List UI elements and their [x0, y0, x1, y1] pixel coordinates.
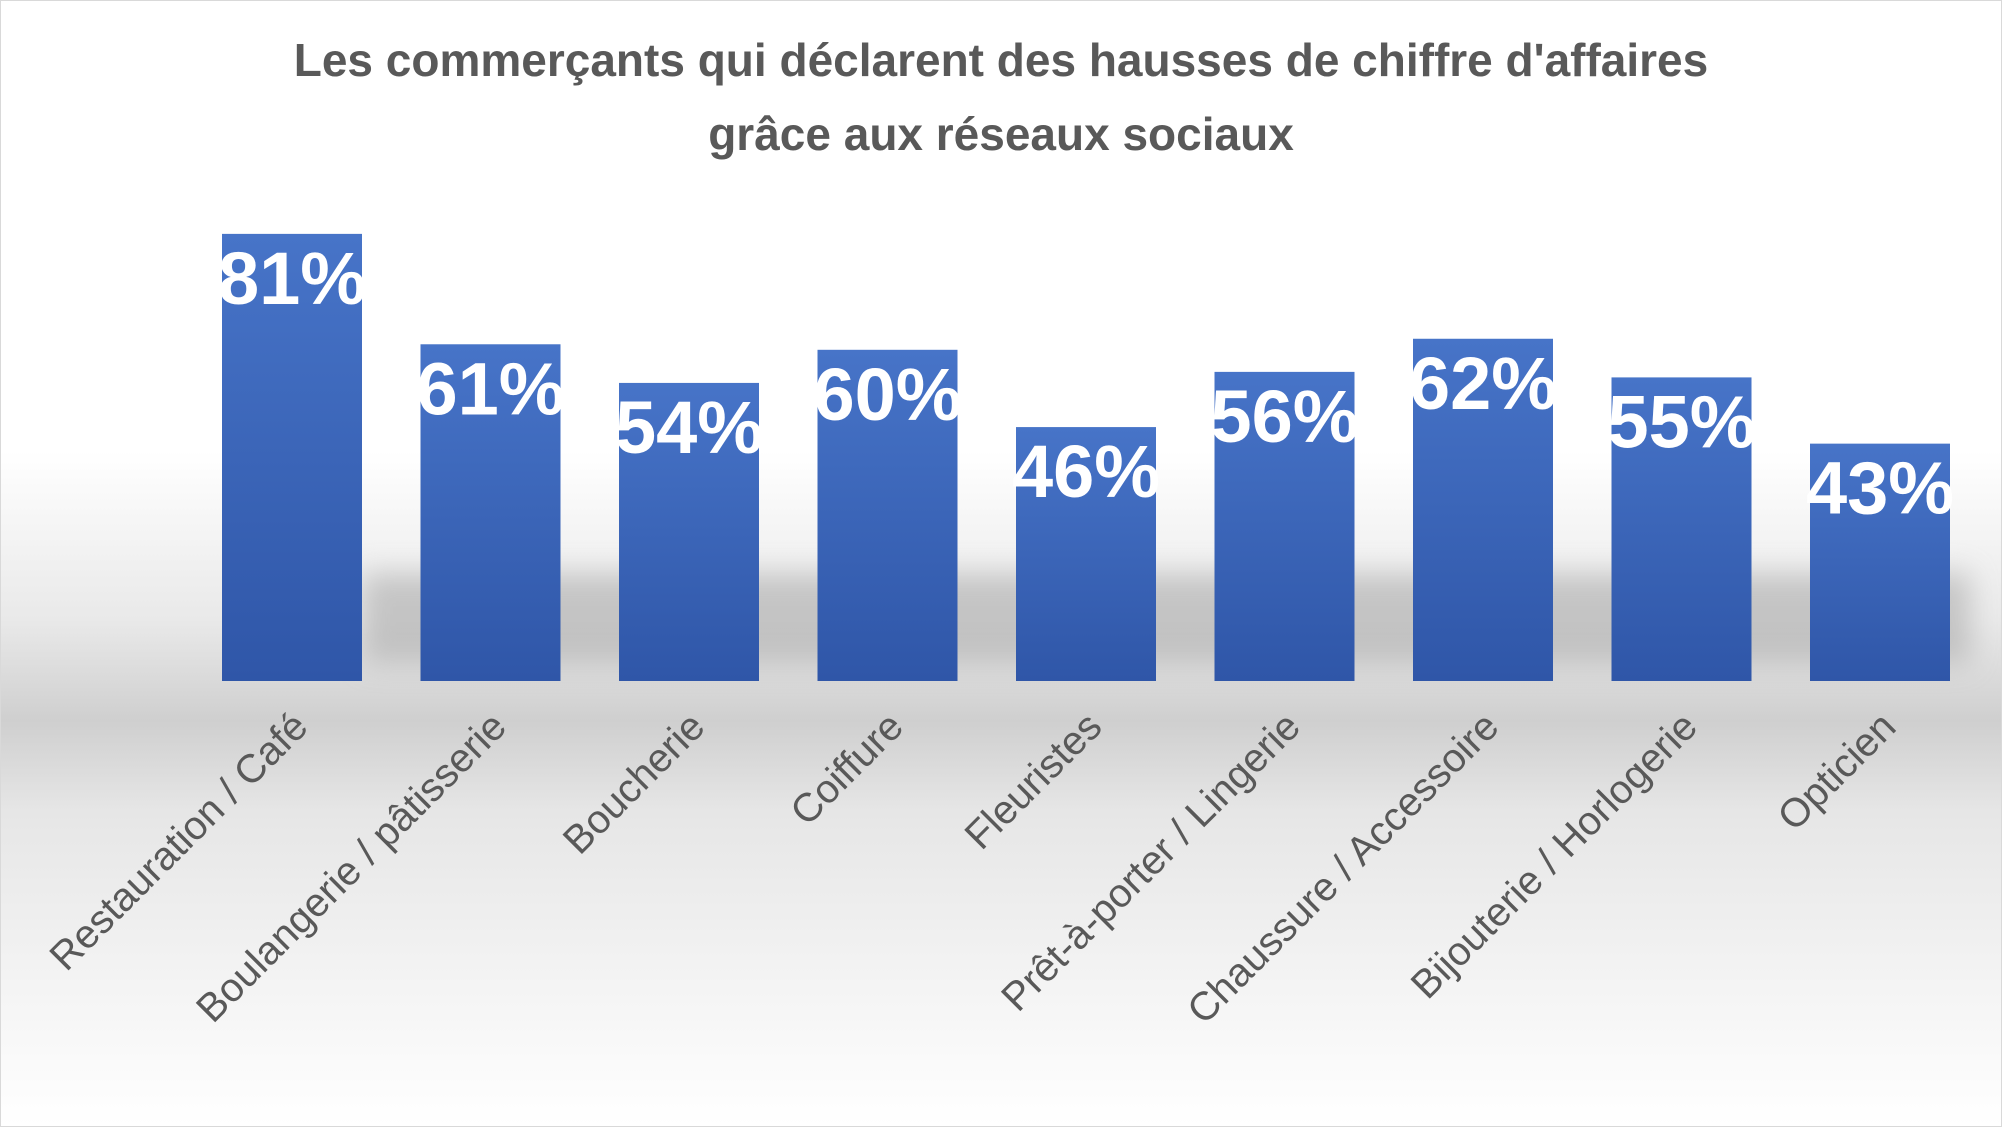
data-label: 61%	[416, 347, 564, 430]
bar	[619, 382, 759, 681]
x-tick-label: Coiffure	[782, 704, 912, 834]
data-label: 55%	[1607, 380, 1755, 463]
chart-title: Les commerçants qui déclarent des hausse…	[1, 23, 2001, 171]
data-label: 46%	[1012, 430, 1160, 513]
bar	[1214, 371, 1355, 681]
x-tick-label: Boucherie	[555, 704, 713, 862]
data-label: 60%	[813, 353, 961, 436]
data-label: 56%	[1210, 375, 1358, 458]
data-labels: 81% 61% 54% 60% 46% 56% 62% 55% 43%	[218, 237, 1954, 530]
bar	[1810, 443, 1950, 681]
data-label: 62%	[1409, 342, 1557, 425]
data-label: 81%	[218, 237, 366, 320]
bar	[1611, 377, 1752, 681]
chart-title-line1: Les commerçants qui déclarent des hausse…	[293, 34, 1709, 86]
x-tick-label: Fleuristes	[957, 704, 1111, 858]
bar	[222, 233, 362, 681]
bar	[817, 349, 958, 681]
bar	[1413, 338, 1553, 681]
data-label: 54%	[615, 386, 763, 469]
x-tick-label: Opticien	[1769, 704, 1904, 839]
chart-title-line2: grâce aux réseaux sociaux	[708, 108, 1294, 160]
data-label: 43%	[1806, 447, 1954, 530]
bar	[1016, 427, 1156, 681]
bar	[420, 344, 561, 681]
bars	[222, 233, 1950, 681]
